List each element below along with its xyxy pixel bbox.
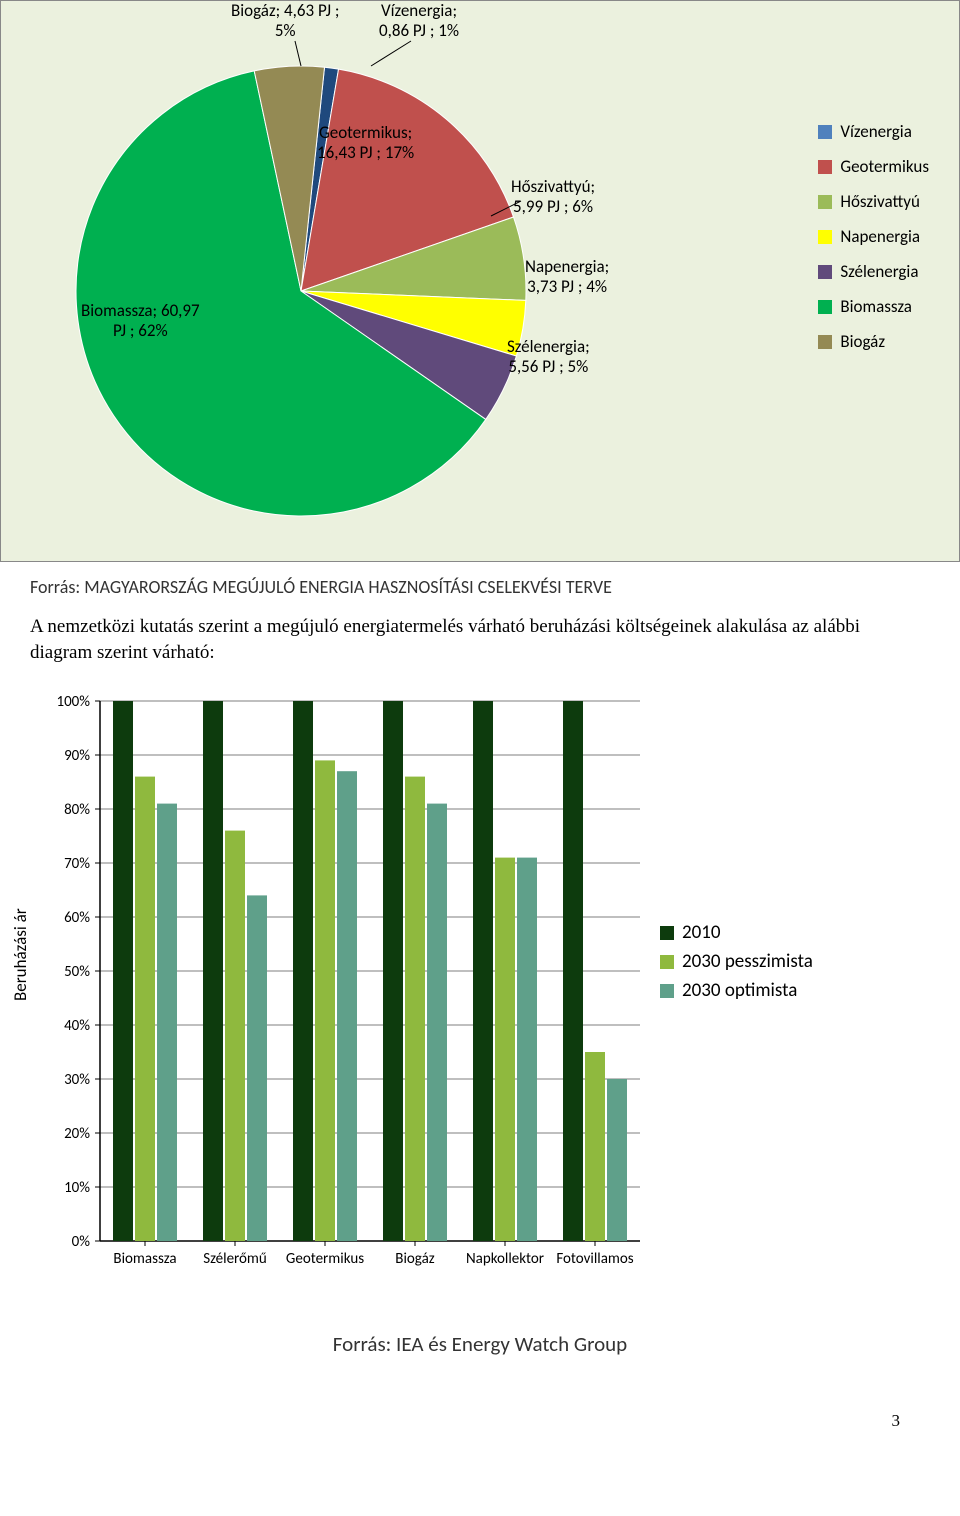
bar (157, 804, 177, 1241)
pie-legend-item: Napenergia (818, 226, 929, 247)
bar-legend-item: 2030 pesszimista (660, 950, 813, 973)
ytick-label: 10% (64, 1179, 90, 1197)
pie-legend-item: Biomassza (818, 296, 929, 317)
legend-swatch (818, 300, 832, 314)
bar (203, 701, 223, 1241)
bar (585, 1052, 605, 1241)
bar (405, 777, 425, 1241)
legend-label: Biomassza (840, 296, 912, 317)
pie-legend-item: Vízenergia (818, 121, 929, 142)
legend-label: Hőszivattyú (840, 191, 920, 212)
pie-label-vizenergia: Vízenergia;0,86 PJ ; 1% (379, 1, 459, 42)
bar (607, 1079, 627, 1241)
bar (473, 701, 493, 1241)
pie-label-biogaz: Biogáz; 4,63 PJ ;5% (231, 1, 339, 42)
ytick-label: 90% (64, 747, 90, 765)
xtick-label: Szélerőmű (203, 1250, 267, 1268)
legend-label: 2010 (682, 921, 721, 944)
legend-label: Vízenergia (840, 121, 911, 142)
ytick-label: 40% (64, 1017, 90, 1035)
bar (383, 701, 403, 1241)
legend-swatch (660, 984, 674, 998)
ytick-label: 60% (64, 909, 90, 927)
bar (427, 804, 447, 1241)
pie-label-geotermikus: Geotermikus;16,43 PJ ; 17% (317, 123, 414, 164)
xtick-label: Napkollektor (466, 1250, 544, 1268)
bar (563, 701, 583, 1241)
bar-legend-item: 2010 (660, 921, 813, 944)
bar-legend-item: 2030 optimista (660, 979, 813, 1002)
page-number: 3 (0, 1381, 960, 1441)
pie-chart (71, 61, 531, 521)
pie-chart-container: Biogáz; 4,63 PJ ;5% Vízenergia;0,86 PJ ;… (0, 0, 960, 562)
ytick-label: 30% (64, 1071, 90, 1089)
pie-source-text: Forrás: MAGYARORSZÁG MEGÚJULÓ ENERGIA HA… (0, 562, 960, 612)
legend-label: Biogáz (840, 331, 885, 352)
pie-label-hoszivattyu: Hőszivattyú;5,99 PJ ; 6% (511, 177, 595, 218)
legend-label: Napenergia (840, 226, 920, 247)
legend-swatch (818, 335, 832, 349)
bar (135, 777, 155, 1241)
bar-y-axis-title: Beruházási ár (10, 909, 31, 1002)
bar (247, 896, 267, 1242)
legend-swatch (818, 125, 832, 139)
bar-source-text: Forrás: IEA és Energy Watch Group (20, 1331, 940, 1357)
bar (337, 771, 357, 1241)
bar-chart-container: Beruházási ár 0%10%20%30%40%50%60%70%80%… (20, 681, 940, 1381)
ytick-label: 0% (72, 1233, 91, 1251)
xtick-label: Biogáz (395, 1250, 434, 1268)
legend-swatch (660, 926, 674, 940)
ytick-label: 50% (64, 963, 90, 981)
bar (293, 701, 313, 1241)
pie-legend-item: Szélenergia (818, 261, 929, 282)
pie-legend-item: Hőszivattyú (818, 191, 929, 212)
bar (517, 858, 537, 1241)
ytick-label: 70% (64, 855, 90, 873)
legend-swatch (818, 160, 832, 174)
bar (113, 701, 133, 1241)
bar-legend: 2010 2030 pesszimista 2030 optimista (660, 921, 813, 1008)
legend-label: Szélenergia (840, 261, 918, 282)
pie-label-szelenergia: Szélenergia;5,56 PJ ; 5% (507, 337, 590, 378)
pie-label-biomassza: Biomassza; 60,97PJ ; 62% (81, 301, 200, 342)
xtick-label: Biomassza (113, 1250, 176, 1268)
ytick-label: 80% (64, 801, 90, 819)
legend-swatch (818, 265, 832, 279)
legend-swatch (818, 230, 832, 244)
pie-legend-item: Biogáz (818, 331, 929, 352)
xtick-label: Geotermikus (286, 1250, 364, 1268)
bar (315, 761, 335, 1242)
pie-label-napenergia: Napenergia;3,73 PJ ; 4% (525, 257, 609, 298)
legend-label: 2030 pesszimista (682, 950, 813, 973)
xtick-label: Fotovillamos (556, 1250, 633, 1268)
ytick-label: 100% (56, 693, 90, 711)
bar (225, 831, 245, 1241)
ytick-label: 20% (64, 1125, 90, 1143)
legend-swatch (660, 955, 674, 969)
legend-swatch (818, 195, 832, 209)
pie-legend-item: Geotermikus (818, 156, 929, 177)
paragraph-text: A nemzetközi kutatás szerint a megújuló … (0, 612, 960, 681)
bar (495, 858, 515, 1241)
legend-label: Geotermikus (840, 156, 929, 177)
pie-legend: Vízenergia Geotermikus Hőszivattyú Napenerg… (818, 121, 929, 366)
legend-label: 2030 optimista (682, 979, 797, 1002)
